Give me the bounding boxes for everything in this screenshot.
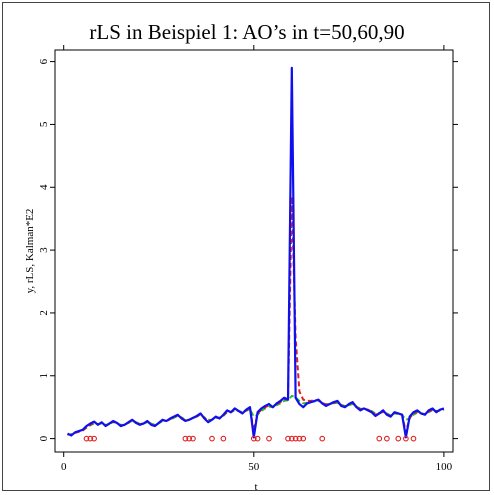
outlier-marker [83,435,90,442]
outlier-marker [254,435,261,442]
outlier-marker [182,435,189,442]
y-tick-label: 4 [38,184,50,190]
figure-frame [2,2,490,491]
outlier-marker [410,435,417,442]
y-tick-label: 1 [38,373,50,379]
series-line-rLS [67,195,445,436]
outlier-marker [296,435,303,442]
outlier-marker [384,435,390,442]
outlier-marker [266,435,272,442]
outlier-marker [403,435,409,442]
outlier-marker [220,435,227,442]
outlier-marker [190,435,196,442]
outlier-marker [292,435,299,442]
chart-title: rLS in Beispiel 1: AO’s in t=50,60,90 [89,20,405,44]
y-tick-label: 5 [38,121,50,127]
outlier-marker [209,435,215,442]
x-tick-label: 100 [436,461,453,473]
x-tick-label: 0 [61,461,67,473]
outlier-marker [186,435,193,442]
outlier-marker [376,435,383,442]
y-tick-label: 2 [38,310,50,316]
x-tick-label: 50 [248,461,260,473]
y-tick-label: 6 [38,58,50,64]
plot-area-border [54,49,454,453]
outlier-marker [91,435,97,442]
outlier-marker [319,435,326,442]
y-tick-label: 0 [38,435,50,441]
outlier-marker [250,435,257,442]
outlier-marker [288,435,295,442]
x-axis-label: t [254,481,257,493]
y-tick-label: 3 [38,247,50,253]
outlier-marker [300,435,307,442]
series-line-y [67,66,445,439]
outlier-marker [285,435,291,442]
outlier-marker [87,435,94,442]
y-axis-label: y, rLS, Kalman*E2 [24,209,36,294]
outlier-marker [395,435,402,442]
